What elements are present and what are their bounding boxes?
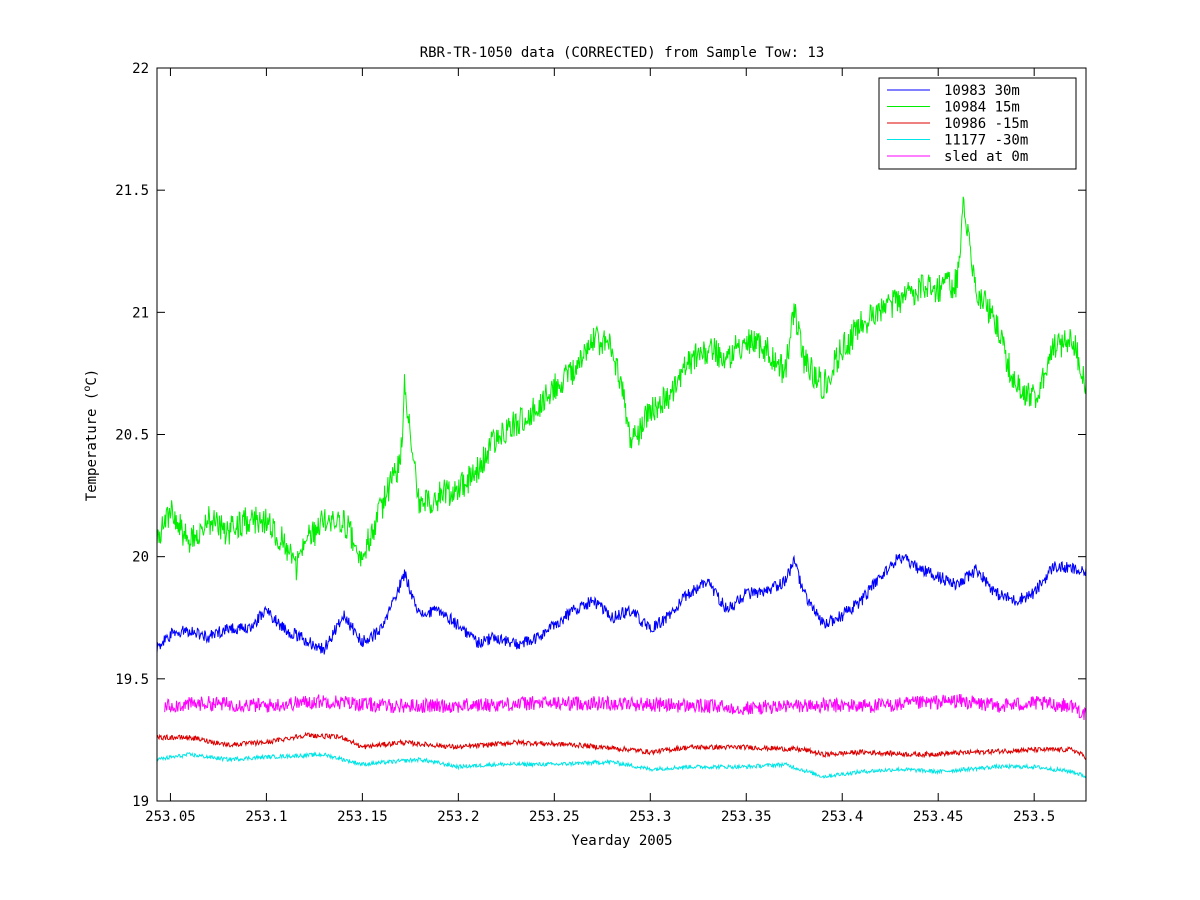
legend-label: 11177 -30m <box>944 133 1028 149</box>
series-line-3 <box>156 751 1087 779</box>
x-tick-label: 253.45 <box>913 809 964 825</box>
x-axis-label: Yearday 2005 <box>571 833 672 849</box>
x-tick-label: 253.15 <box>337 809 388 825</box>
axis-ticks: 253.05 253.1 253.15 253.2 253.25 253.3 253.35 2… <box>115 61 1086 825</box>
y-axis-label-sup: o <box>82 386 93 392</box>
y-tick-label: 19.5 <box>115 672 149 688</box>
x-tick-label: 253.2 <box>437 809 479 825</box>
y-tick-label: 20 <box>132 550 149 566</box>
legend-label: 10986 -15m <box>944 116 1028 132</box>
series-line-0 <box>156 553 1087 655</box>
y-axis-label-post: C) <box>84 369 100 386</box>
plot-lines <box>156 196 1087 779</box>
chart-title: RBR-TR-1050 data (CORRECTED) from Sample… <box>420 45 825 61</box>
legend-label: sled at 0m <box>944 149 1028 165</box>
x-tick-label: 253.3 <box>629 809 671 825</box>
x-tick-label: 253.1 <box>245 809 287 825</box>
x-tick-label: 253.5 <box>1013 809 1055 825</box>
series-line-4 <box>164 693 1087 721</box>
y-tick-label: 20.5 <box>115 428 149 444</box>
y-axis-label: Temperature (oC) <box>82 369 100 501</box>
legend-label: 10983 30m <box>944 83 1020 99</box>
y-tick-label: 21.5 <box>115 183 149 199</box>
y-axis-label-pre: Temperature ( <box>84 392 100 502</box>
y-tick-label: 19 <box>132 794 149 810</box>
legend-label: 10984 15m <box>944 100 1020 116</box>
x-tick-label: 253.35 <box>721 809 772 825</box>
series-line-1 <box>156 196 1087 581</box>
series-line-2 <box>156 731 1087 760</box>
x-tick-label: 253.25 <box>529 809 580 825</box>
x-tick-label: 253.4 <box>821 809 863 825</box>
x-tick-label: 253.05 <box>145 809 196 825</box>
y-tick-label: 21 <box>132 305 149 321</box>
y-tick-label: 22 <box>132 61 149 77</box>
